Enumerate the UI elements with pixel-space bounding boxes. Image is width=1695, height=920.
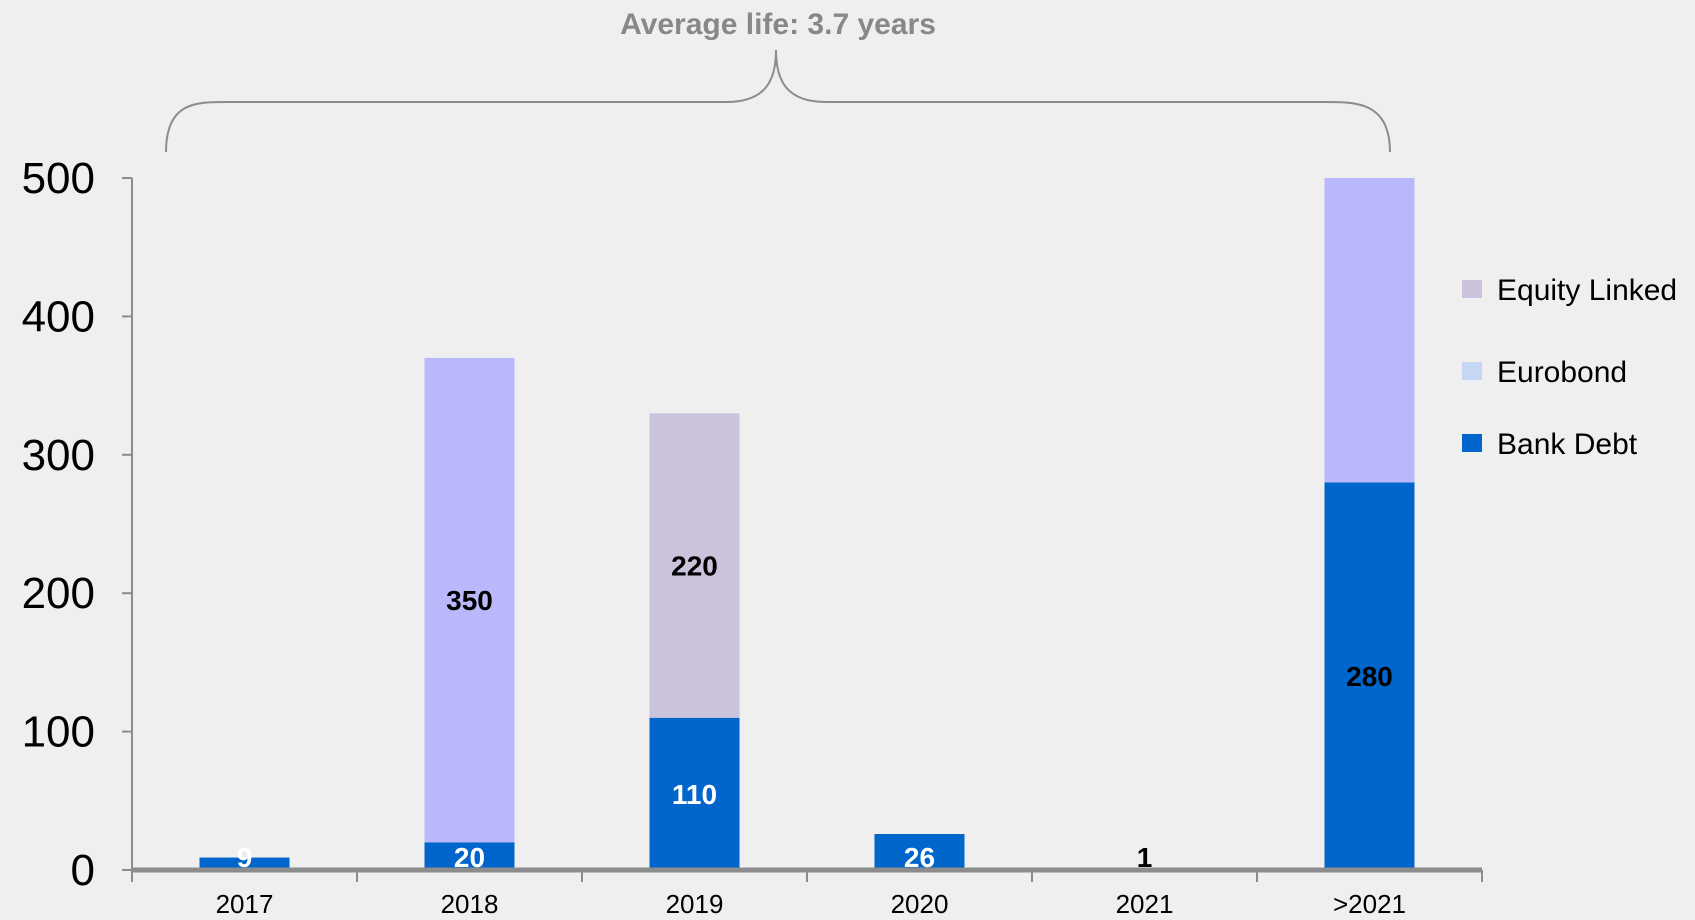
legend-swatch (1462, 280, 1482, 298)
legend-label: Bank Debt (1497, 428, 1638, 461)
data-label: 9 (237, 842, 253, 873)
x-tick-label: 2019 (666, 889, 724, 919)
bar-segment (424, 357, 515, 843)
x-tick-label: 2020 (891, 889, 949, 919)
bar-segment (649, 717, 740, 870)
bar-segment (424, 842, 515, 870)
legend-label: Equity Linked (1497, 274, 1677, 307)
bar-segment (1324, 482, 1415, 870)
bar-segment (649, 413, 740, 718)
legend-swatch (1462, 434, 1482, 452)
x-tick-label: 2017 (216, 889, 274, 919)
bar-segment (199, 857, 290, 870)
y-tick-label: 300 (22, 431, 95, 480)
data-label: 350 (446, 585, 493, 616)
data-label: 110 (672, 779, 717, 810)
y-tick-label: 0 (71, 846, 95, 895)
x-tick-label: 2018 (441, 889, 499, 919)
y-tick-label: 100 (22, 708, 95, 757)
y-tick-label: 400 (22, 292, 95, 341)
data-label: 280 (1346, 661, 1393, 692)
x-tick-label: >2021 (1333, 889, 1406, 919)
data-label: 220 (671, 551, 718, 582)
bar-segment (1324, 178, 1415, 483)
legend-swatch (1462, 362, 1482, 380)
legend-label: Eurobond (1497, 356, 1627, 389)
y-tick-label: 500 (22, 154, 95, 203)
average-life-annotation: Average life: 3.7 years (620, 8, 936, 41)
data-label: 1 (1137, 842, 1153, 873)
y-tick-label: 200 (22, 569, 95, 618)
average-life-bracket (165, 49, 1391, 153)
bar-segment (874, 834, 965, 870)
x-tick-label: 2021 (1116, 889, 1174, 919)
